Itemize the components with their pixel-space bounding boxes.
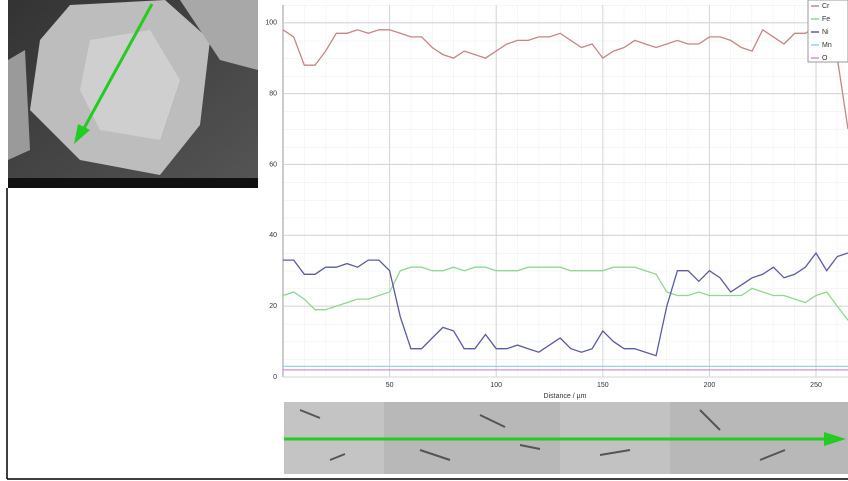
legend-label: Cr xyxy=(822,3,830,10)
y-tick-label: 0 xyxy=(273,374,277,381)
plot-area xyxy=(283,5,848,377)
data-line xyxy=(282,25,848,130)
y-tick-label: 20 xyxy=(269,303,277,310)
y-tick-label: 40 xyxy=(269,232,277,239)
data-line xyxy=(282,266,848,321)
strip-image xyxy=(284,402,848,474)
y-tick-label: 100 xyxy=(265,20,277,27)
y-tick-label: 60 xyxy=(269,161,277,168)
data-line xyxy=(283,251,848,357)
x-tick-label: 200 xyxy=(704,382,716,389)
x-axis-label: Distance / µm xyxy=(544,393,587,400)
x-tick-label: 250 xyxy=(810,382,822,389)
legend-label: Ni xyxy=(822,29,829,36)
x-tick-label: 100 xyxy=(490,382,502,389)
legend-label: O xyxy=(822,55,828,62)
x-tick-label: 50 xyxy=(386,382,394,389)
legend-label: Fe xyxy=(822,16,830,23)
sem-image xyxy=(8,0,258,188)
legend: Cr Fe Ni Mn O xyxy=(807,0,848,63)
legend-label: Mn xyxy=(822,42,832,49)
y-tick-label: 80 xyxy=(269,90,277,97)
x-tick-label: 150 xyxy=(597,382,609,389)
